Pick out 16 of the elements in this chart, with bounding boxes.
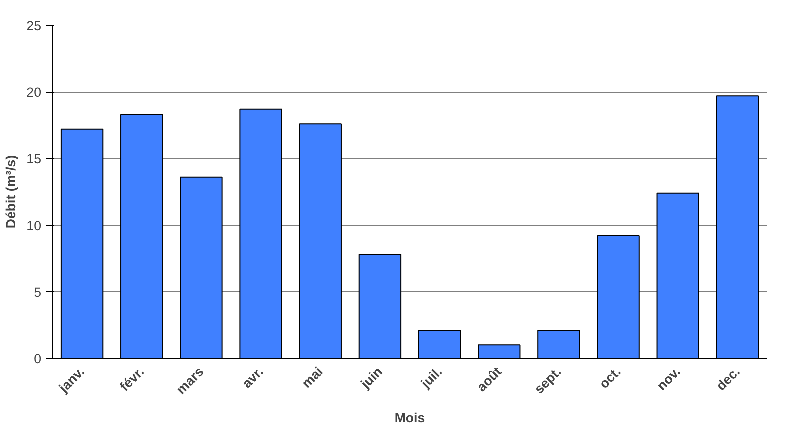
x-tick-label: juin — [357, 364, 386, 392]
y-tick-label: 25 — [26, 18, 42, 34]
x-tick-label: févr. — [117, 364, 148, 394]
x-tick-label: dec. — [714, 364, 744, 394]
x-tick-label: avr. — [239, 364, 266, 392]
x-tick-label: nov. — [654, 364, 684, 394]
y-tick-label: 15 — [26, 152, 42, 167]
x-tick-label: mai — [299, 364, 326, 392]
y-axis-title: Débit (m³/s) — [4, 155, 19, 229]
x-axis-title: Mois — [394, 410, 426, 426]
y-tick-label: 20 — [26, 85, 42, 100]
x-tick-label: oct. — [596, 364, 624, 392]
y-tick-label: 0 — [34, 352, 42, 366]
y-tick-label: 10 — [26, 218, 42, 234]
x-tick-label: juil. — [418, 364, 446, 392]
y-tick-label: 5 — [34, 284, 42, 300]
